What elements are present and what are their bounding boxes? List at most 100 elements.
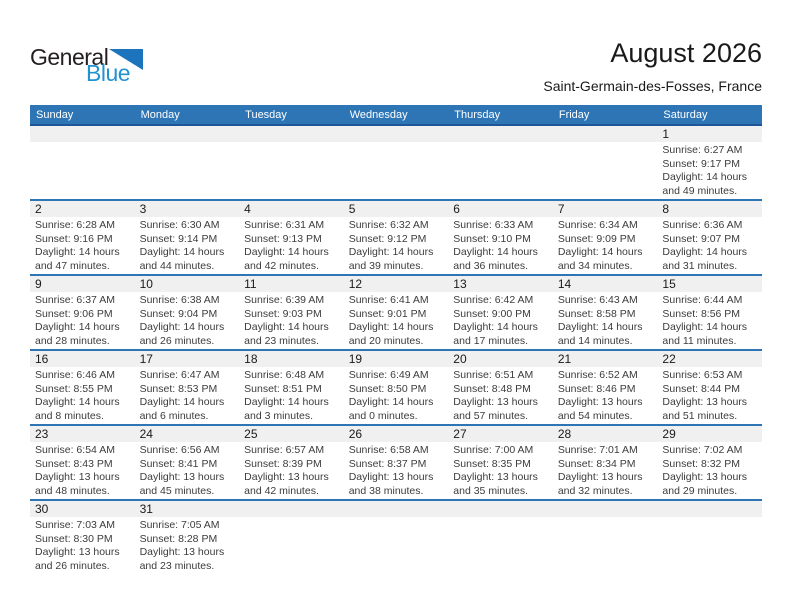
day-details: Sunrise: 6:56 AM Sunset: 8:41 PM Daylight:…	[135, 442, 240, 498]
empty-cell	[30, 126, 135, 199]
sunrise-text: Sunrise: 6:34 AM	[557, 219, 638, 231]
day-details: Sunrise: 7:02 AM Sunset: 8:32 PM Daylight:…	[657, 442, 762, 498]
day-details: Sunrise: 6:32 AM Sunset: 9:12 PM Daylight:…	[344, 217, 449, 273]
day-details: Sunrise: 6:43 AM Sunset: 8:58 PM Daylight:…	[553, 292, 658, 348]
daylight-hours-text: Daylight: 14 hours	[35, 246, 120, 258]
daylight-hours-text: Daylight: 14 hours	[348, 321, 434, 333]
empty-cell	[552, 501, 658, 574]
day-details: Sunrise: 6:48 AM Sunset: 8:51 PM Daylight:…	[239, 367, 344, 423]
sunset-text: Sunset: 9:17 PM	[662, 157, 741, 170]
day-number-strip: 14	[552, 276, 658, 292]
day-number: 3	[139, 202, 147, 216]
day-number-strip: 17	[134, 351, 240, 367]
sunset-text: Sunset: 8:28 PM	[139, 532, 218, 545]
day-details: Sunrise: 6:53 AM Sunset: 8:44 PM Daylight:…	[657, 367, 762, 423]
day-details: Sunrise: 6:54 AM Sunset: 8:43 PM Daylight:…	[30, 442, 135, 498]
daylight-minutes-text: and 48 minutes.	[35, 484, 110, 497]
sunset-text: Sunset: 8:32 PM	[662, 457, 741, 470]
sunset-text: Sunset: 8:46 PM	[557, 382, 636, 395]
day-number: 29	[662, 427, 676, 441]
day-number: 5	[348, 202, 356, 216]
daylight-minutes-text: and 26 minutes.	[35, 559, 110, 572]
sunrise-text: Sunrise: 7:01 AM	[557, 444, 638, 456]
daylight-hours-text: Daylight: 14 hours	[348, 396, 434, 408]
daylight-minutes-text: and 29 minutes.	[662, 484, 738, 497]
day-number-strip	[343, 126, 449, 142]
daylight-hours-text: Daylight: 13 hours	[139, 546, 225, 558]
day-number: 21	[557, 352, 572, 366]
day-number: 10	[139, 277, 153, 291]
daylight-minutes-text: and 20 minutes.	[348, 334, 424, 347]
sunrise-text: Sunrise: 6:43 AM	[557, 294, 638, 306]
daylight-hours-text: Daylight: 13 hours	[662, 396, 748, 408]
daylight-minutes-text: and 28 minutes.	[35, 334, 110, 347]
day-details: Sunrise: 6:49 AM Sunset: 8:50 PM Daylight:…	[344, 367, 449, 423]
day-cell-31: 31 Sunrise: 7:05 AM Sunset: 8:28 PM Dayligh…	[134, 501, 240, 574]
day-number-strip: 18	[239, 351, 344, 367]
weekday-header-sunday: Sunday	[36, 108, 74, 121]
day-cell-6: 6 Sunrise: 6:33 AM Sunset: 9:10 PM Daylight…	[448, 201, 553, 274]
day-number: 26	[348, 427, 363, 441]
sunrise-text: Sunrise: 6:39 AM	[244, 294, 325, 306]
sunset-text: Sunset: 8:35 PM	[453, 457, 531, 470]
day-cell-20: 20 Sunrise: 6:51 AM Sunset: 8:48 PM Dayligh…	[448, 351, 553, 424]
day-details: Sunrise: 6:41 AM Sunset: 9:01 PM Daylight:…	[344, 292, 449, 348]
daylight-hours-text: Daylight: 14 hours	[348, 246, 434, 258]
day-cell-29: 29 Sunrise: 7:02 AM Sunset: 8:32 PM Dayligh…	[657, 426, 762, 499]
daylight-hours-text: Daylight: 13 hours	[348, 471, 434, 483]
day-details: Sunrise: 6:33 AM Sunset: 9:10 PM Daylight:…	[448, 217, 553, 273]
empty-cell	[343, 501, 449, 574]
daylight-hours-text: Daylight: 13 hours	[35, 471, 120, 483]
day-number-strip: 24	[134, 426, 240, 442]
week-row-4: 16 Sunrise: 6:46 AM Sunset: 8:55 PM Dayligh…	[30, 351, 762, 426]
day-cell-23: 23 Sunrise: 6:54 AM Sunset: 8:43 PM Dayligh…	[30, 426, 135, 499]
day-number-strip: 30	[30, 501, 135, 517]
daylight-minutes-text: and 32 minutes.	[557, 484, 633, 497]
day-number: 4	[244, 202, 251, 216]
day-details: Sunrise: 6:34 AM Sunset: 9:09 PM Daylight:…	[553, 217, 658, 273]
daylight-minutes-text: and 38 minutes.	[348, 484, 424, 497]
daylight-hours-text: Daylight: 14 hours	[139, 321, 225, 333]
week-row-6: 30 Sunrise: 7:03 AM Sunset: 8:30 PM Dayligh…	[30, 501, 762, 574]
sunset-text: Sunset: 8:41 PM	[139, 457, 218, 470]
sunrise-text: Sunrise: 6:27 AM	[662, 144, 743, 156]
day-number: 18	[244, 352, 258, 366]
daylight-hours-text: Daylight: 14 hours	[35, 396, 120, 408]
daylight-minutes-text: and 35 minutes.	[453, 484, 528, 497]
weekday-header-saturday: Saturday	[663, 108, 708, 121]
page-title: August 2026	[610, 38, 762, 68]
empty-cell	[448, 501, 553, 574]
day-number-strip: 19	[343, 351, 449, 367]
sunrise-text: Sunrise: 6:54 AM	[35, 444, 115, 456]
day-number-strip: 12	[343, 276, 449, 292]
day-number-strip	[343, 501, 449, 517]
daylight-minutes-text: and 31 minutes.	[662, 259, 738, 272]
day-details: Sunrise: 6:47 AM Sunset: 8:53 PM Daylight:…	[135, 367, 240, 423]
sunset-text: Sunset: 9:16 PM	[35, 232, 113, 245]
empty-cell	[134, 126, 240, 199]
daylight-minutes-text: and 14 minutes.	[557, 334, 633, 347]
day-cell-28: 28 Sunrise: 7:01 AM Sunset: 8:34 PM Dayligh…	[552, 426, 658, 499]
logo-text-blue: Blue	[86, 60, 131, 86]
day-cell-25: 25 Sunrise: 6:57 AM Sunset: 8:39 PM Dayligh…	[239, 426, 344, 499]
sunset-text: Sunset: 9:13 PM	[244, 232, 322, 245]
day-number: 25	[244, 427, 258, 441]
day-number-strip: 25	[239, 426, 344, 442]
day-number-strip: 4	[239, 201, 344, 217]
day-number-strip: 3	[134, 201, 240, 217]
day-cell-3: 3 Sunrise: 6:30 AM Sunset: 9:14 PM Daylight…	[134, 201, 240, 274]
day-details: Sunrise: 6:31 AM Sunset: 9:13 PM Daylight:…	[239, 217, 344, 273]
day-details: Sunrise: 6:27 AM Sunset: 9:17 PM Daylight:…	[657, 142, 762, 198]
sunrise-text: Sunrise: 7:03 AM	[35, 519, 115, 531]
day-number: 28	[557, 427, 572, 441]
sunrise-text: Sunrise: 6:53 AM	[662, 369, 743, 381]
day-number-strip: 31	[134, 501, 240, 517]
day-number-strip	[239, 501, 344, 517]
calendar-table: Sunday Monday Tuesday Wednesday Thursday Frid…	[30, 105, 762, 574]
day-number-strip: 21	[552, 351, 658, 367]
daylight-hours-text: Daylight: 14 hours	[662, 246, 748, 258]
sunset-text: Sunset: 9:06 PM	[35, 307, 113, 320]
sunset-text: Sunset: 9:04 PM	[139, 307, 218, 320]
day-number: 20	[453, 352, 467, 366]
day-number-strip: 8	[657, 201, 762, 217]
